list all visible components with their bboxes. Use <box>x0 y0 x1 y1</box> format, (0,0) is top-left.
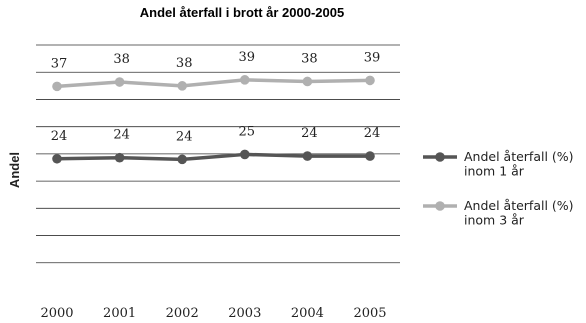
legend-label: Andel återfall (%) <box>464 149 574 164</box>
data-point <box>52 81 62 92</box>
data-label: 24 <box>176 129 193 144</box>
data-label: 24 <box>113 128 130 143</box>
legend-item-1: Andel återfall (%)inom 1 år <box>423 149 574 179</box>
data-point <box>177 81 187 91</box>
data-label: 24 <box>301 126 318 141</box>
data-label: 25 <box>239 124 256 139</box>
data-label: 38 <box>176 56 193 71</box>
data-label: 37 <box>51 56 68 71</box>
data-label: 38 <box>113 52 130 67</box>
data-point <box>114 152 125 163</box>
data-point <box>52 153 62 164</box>
data-point <box>365 75 375 86</box>
series-line-1 <box>56 152 370 162</box>
legend-item-2: Andel återfall (%)inom 3 år <box>423 198 574 228</box>
x-axis-ticks: 2000 2001 2002 2003 2004 2005 <box>40 306 386 321</box>
data-labels: 24 24 24 25 24 24 37 38 38 39 38 39 <box>51 50 381 144</box>
legend-swatch-marker <box>435 152 445 162</box>
legend-label: Andel återfall (%) <box>464 198 574 213</box>
x-tick-label: 2004 <box>291 306 324 321</box>
x-tick-label: 2001 <box>103 306 136 321</box>
data-label: 24 <box>364 126 381 141</box>
legend-swatch-marker <box>435 201 445 211</box>
data-point <box>177 154 187 165</box>
data-point <box>302 151 313 161</box>
data-label: 38 <box>301 51 318 66</box>
data-point <box>114 77 125 87</box>
x-tick-label: 2005 <box>353 306 386 321</box>
data-label: 39 <box>364 50 381 65</box>
chart-title: Andel återfall i brott år 2000-2005 <box>140 5 344 20</box>
series-line-2 <box>56 78 371 89</box>
data-point <box>302 76 313 87</box>
x-tick-label: 2003 <box>228 306 261 321</box>
data-point <box>365 151 375 161</box>
series-group <box>52 75 375 165</box>
x-tick-label: 2000 <box>40 306 73 321</box>
data-point <box>240 75 250 85</box>
data-label: 24 <box>51 129 68 144</box>
y-axis-label: Andel <box>7 152 22 188</box>
grid <box>36 44 400 264</box>
data-label: 39 <box>239 50 256 65</box>
x-tick-label: 2002 <box>166 306 199 321</box>
legend-label: inom 3 år <box>464 213 525 228</box>
data-point <box>240 149 250 160</box>
legend-label: inom 1 år <box>464 164 525 179</box>
